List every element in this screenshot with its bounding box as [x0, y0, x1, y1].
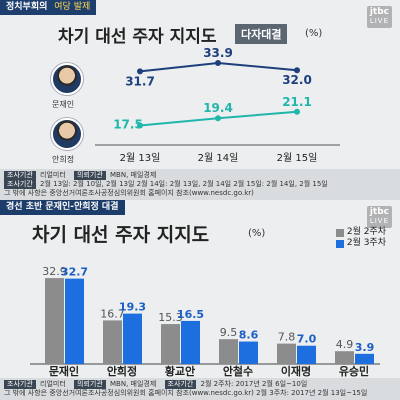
unit-label: (%): [305, 28, 323, 39]
source-box: 조사기관 리얼미터 의뢰기관 MBN, 매일경제 조사기간 2월 13일: 2월…: [0, 169, 400, 200]
data-label: 32.7: [61, 266, 88, 279]
top-panel: 정치부회의 여당 발제 jtbc LIVE 차기 대선 주자 지지도 다자대결 …: [0, 0, 400, 200]
channel-logo: jtbc LIVE: [366, 206, 392, 228]
bar-chart: 32.932.7 문재인 16.719.3 안희정 15.316.5 황교안 9.5 8.6 안…: [30, 265, 380, 378]
source-text: MBN, 매일경제: [110, 380, 157, 388]
x-tick-label: 2월 13일: [120, 152, 161, 164]
source-tag: 의뢰기관: [74, 171, 106, 180]
data-point: [294, 108, 300, 115]
data-label: 19.4: [203, 101, 233, 115]
source-text: 그 밖에 사항은 중앙선거여론조사공정심의위원회 홈페이지 참조(www.nes…: [4, 389, 368, 397]
source-tag: 조사기관: [4, 171, 36, 180]
channel-logo: jtbc LIVE: [366, 6, 392, 28]
data-label: 17.5: [113, 117, 143, 131]
x-tick-label: 이재명: [281, 364, 311, 378]
bar: [277, 343, 296, 364]
x-tick-label: 안철수: [223, 364, 253, 378]
legend: 2월 2주차 2월 3주차: [335, 227, 386, 249]
chart-title: 차기 대선 주자 지지도: [32, 224, 210, 246]
legend-label: 2월 3주차: [346, 238, 386, 248]
data-label: 32.0: [282, 73, 312, 87]
legend-swatch: [335, 239, 344, 248]
source-text: 2월 13일: 2월 10일, 2월 13일 2월 14일: 2월 13일, 2…: [40, 180, 328, 188]
x-tick-label: 안희정: [107, 364, 137, 378]
data-label: 7.0: [297, 333, 317, 346]
source-tag: 의뢰기관: [74, 380, 106, 389]
channel-name: jtbc: [369, 207, 389, 217]
bar: [335, 351, 354, 364]
data-label: 9.5: [220, 326, 238, 339]
legend-item: 2월 3주차: [335, 238, 386, 249]
segment-bar: 정치부회의 여당 발제: [0, 0, 97, 15]
source-line: 그 밖에 사항은 중앙선거여론조사공정심의위원회 홈페이지 참조(www.nes…: [4, 189, 396, 198]
source-line: 조사기간 2월 13일: 2월 10일, 2월 13일 2월 14일: 2월 1…: [4, 180, 396, 189]
source-text: 2월 2주차: 2017년 2월 6일~10일: [200, 380, 308, 388]
source-box: 조사기관 리얼미터 의뢰기관 MBN, 매일경제 조사기간 2월 2주차: 20…: [0, 378, 400, 400]
data-label: 4.9: [336, 338, 354, 351]
line-chart: 2월 13일 2월 14일 2월 15일 31.7 33.9 32.0 17.5 19.4 21…: [95, 46, 340, 164]
bar: [45, 278, 64, 364]
bar: [297, 345, 316, 364]
x-tick-label: 황교안: [165, 364, 195, 378]
source-line: 조사기관 리얼미터 의뢰기관 MBN, 매일경제 조사기간 2월 2주차: 20…: [4, 380, 396, 389]
segment-brand: 정치부회의: [6, 2, 48, 12]
poll-type-badge: 다자대결: [235, 24, 288, 44]
bar: [161, 324, 180, 364]
bar: [219, 339, 238, 364]
legend-item: 2월 2주차: [335, 227, 386, 238]
data-point: [215, 115, 221, 122]
live-label: LIVE: [369, 17, 389, 25]
ahn-avatar: [51, 118, 83, 150]
source-line: 조사기관 리얼미터 의뢰기관 MBN, 매일경제: [4, 171, 396, 180]
bar: [239, 341, 258, 364]
source-tag: 조사기간: [164, 380, 197, 389]
live-label: LIVE: [369, 217, 389, 225]
moon-avatar: [51, 63, 83, 95]
source-text: 리얼미터: [40, 171, 66, 179]
data-label: 21.1: [282, 95, 312, 109]
x-tick-label: 문재인: [49, 364, 79, 378]
segment-subtitle: 여당 발제: [54, 2, 91, 12]
data-label: 3.9: [355, 341, 375, 354]
source-text: 그 밖에 사항은 중앙선거여론조사공정심의위원회 홈페이지 참조(www.nes…: [4, 189, 254, 197]
x-tick-label: 유승민: [339, 364, 369, 378]
bar: [123, 313, 142, 364]
bar: [355, 353, 374, 364]
data-label: 7.8: [278, 331, 296, 344]
data-label: 19.3: [119, 301, 146, 314]
chart-title: 차기 대선 주자 지지도: [58, 27, 217, 47]
x-tick-label: 2월 15일: [277, 152, 318, 164]
data-label: 31.7: [125, 74, 155, 88]
segment-bar: 경선 초반 문재인-안희정 대결: [0, 200, 125, 215]
data-point: [137, 122, 143, 129]
source-line: 그 밖에 사항은 중앙선거여론조사공정심의위원회 홈페이지 참조(www.nes…: [4, 389, 396, 398]
bar: [65, 278, 84, 364]
data-label: 8.6: [239, 329, 259, 342]
x-tick-label: 2월 14일: [198, 152, 239, 164]
data-label: 33.9: [203, 46, 233, 60]
data-point: [215, 60, 221, 66]
data-label: 16.7: [100, 307, 125, 320]
source-text: 리얼미터: [40, 380, 66, 388]
bottom-panel: 경선 초반 문재인-안희정 대결 jtbc LIVE 차기 대선 주자 지지도 …: [0, 200, 400, 400]
unit-label: (%): [248, 228, 266, 239]
data-point: [137, 68, 143, 75]
legend-swatch: [335, 228, 344, 237]
segment-brand: 경선 초반 문재인-안희정 대결: [6, 202, 119, 212]
bar: [103, 320, 122, 364]
candidate-name-ahn: 안희정: [52, 155, 75, 164]
legend-label: 2월 2주차: [346, 227, 386, 237]
data-label: 16.5: [177, 308, 204, 321]
data-point: [294, 67, 300, 74]
data-label: 15.3: [158, 311, 183, 324]
data-label: 32.9: [42, 265, 67, 278]
bar: [181, 320, 200, 364]
channel-name: jtbc: [369, 7, 389, 17]
candidate-name-moon: 문재인: [52, 100, 75, 109]
source-tag: 조사기간: [4, 180, 36, 189]
source-text: MBN, 매일경제: [110, 171, 157, 179]
source-tag: 조사기관: [4, 380, 36, 389]
